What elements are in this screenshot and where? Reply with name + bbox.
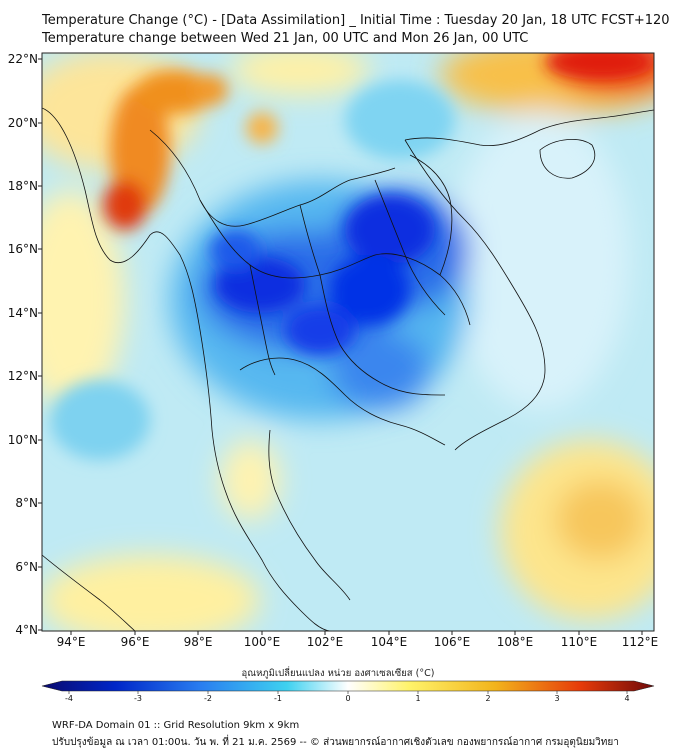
temperature-field [42, 53, 654, 631]
lon-label: 100°E [244, 635, 281, 649]
colorbar-title: อุณหภูมิเปลี่ยนแปลง หน่วย องศาเซลเซียส (… [241, 668, 435, 679]
chart-subtitle: Temperature change between Wed 21 Jan, 0… [42, 31, 529, 46]
lat-tick-labels: 22°N 20°N 18°N 16°N 14°N 12°N 10°N 8°N 6… [8, 52, 38, 637]
colorbar-tick: 3 [554, 694, 559, 703]
lat-label: 16°N [8, 242, 38, 256]
colorbar-tick: -3 [134, 694, 142, 703]
lon-label: 110°E [561, 635, 598, 649]
lat-label: 18°N [8, 179, 38, 193]
colorbar-gradient [41, 680, 655, 692]
lat-label: 8°N [15, 496, 38, 510]
lat-label: 10°N [8, 433, 38, 447]
lon-ticks [70, 631, 643, 635]
footer-model-info: WRF-DA Domain 01 :: Grid Resolution 9km … [52, 720, 300, 731]
lat-label: 4°N [15, 623, 38, 637]
colorbar: -4 -3 -2 -1 0 1 2 3 4 [41, 680, 655, 703]
lat-label: 6°N [15, 560, 38, 574]
map-frame [41, 52, 655, 632]
colorbar-tick: -4 [65, 694, 73, 703]
lat-label: 12°N [8, 369, 38, 383]
lon-label: 108°E [497, 635, 534, 649]
lat-ticks [38, 58, 42, 631]
lat-label: 14°N [8, 306, 38, 320]
lon-label: 94°E [57, 635, 86, 649]
colorbar-tick: -1 [274, 694, 282, 703]
lon-label: 102°E [307, 635, 344, 649]
colorbar-tick: 1 [415, 694, 420, 703]
lon-label: 104°E [371, 635, 408, 649]
lon-label: 96°E [121, 635, 150, 649]
colorbar-tick: 4 [624, 694, 629, 703]
chart-title: Temperature Change (°C) - [Data Assimila… [42, 13, 670, 28]
coastline-borders [42, 107, 654, 631]
colorbar-tick: 0 [345, 694, 350, 703]
lat-label: 22°N [8, 52, 38, 66]
lon-label: 106°E [434, 635, 471, 649]
lon-label: 112°E [622, 635, 659, 649]
lon-tick-labels: 94°E 96°E 98°E 100°E 102°E 104°E 106°E 1… [57, 635, 659, 649]
lat-label: 20°N [8, 116, 38, 130]
footer-credit: ปรับปรุงข้อมูล ณ เวลา 01:00น. วัน พ. ที่… [52, 737, 619, 748]
colorbar-tick: -2 [204, 694, 212, 703]
colorbar-tick: 2 [485, 694, 490, 703]
lon-label: 98°E [184, 635, 213, 649]
